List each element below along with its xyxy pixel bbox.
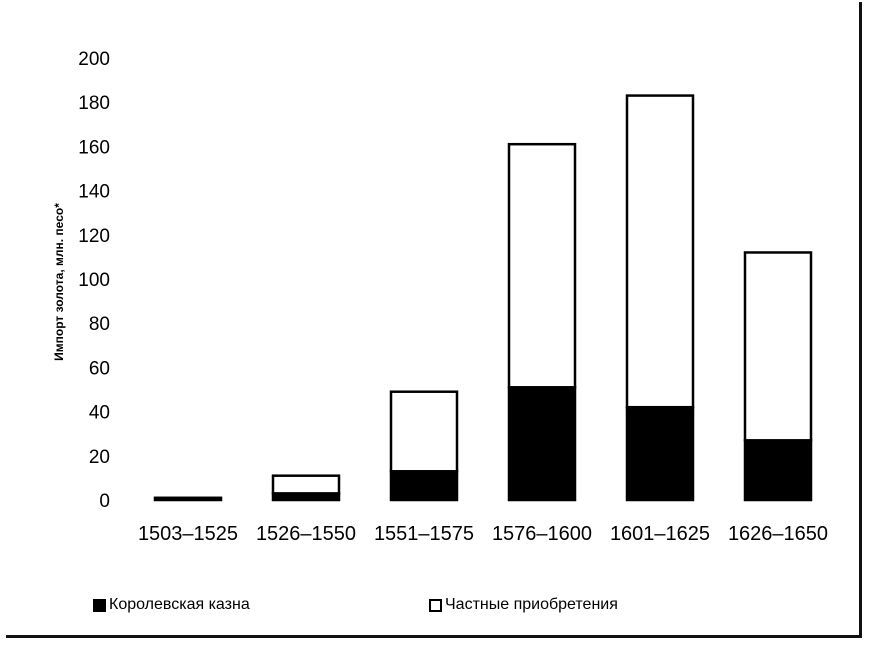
y-tick-label: 80 <box>89 314 110 335</box>
x-tick-label: 1601–1625 <box>610 523 710 545</box>
y-tick-label: 0 <box>99 491 110 512</box>
bar-royal <box>153 496 223 502</box>
bar-royal <box>507 386 577 502</box>
x-tick-label: 1626–1650 <box>728 523 828 545</box>
y-tick-label: 120 <box>78 226 110 247</box>
y-tick-label: 140 <box>78 182 110 203</box>
legend-item-royal: Королевская казна <box>93 596 250 614</box>
bar-private <box>743 251 813 442</box>
y-tick-label: 200 <box>78 49 110 70</box>
y-tick-label: 60 <box>89 358 110 379</box>
legend-label-private: Частные приобретения <box>445 596 618 613</box>
bar-private <box>625 94 695 409</box>
bar-private <box>389 390 459 473</box>
y-tick-label: 160 <box>78 137 110 158</box>
legend-item-private: Частные приобретения <box>429 596 618 614</box>
x-tick-label: 1576–1600 <box>492 523 592 545</box>
bar-private <box>507 142 577 389</box>
y-tick-label: 40 <box>89 403 110 424</box>
x-tick-label: 1526–1550 <box>256 523 356 545</box>
y-tick-label: 100 <box>78 270 110 291</box>
bar-royal <box>743 439 813 502</box>
legend-label-royal: Королевская казна <box>109 596 250 613</box>
x-tick-label: 1503–1525 <box>138 523 238 545</box>
y-tick-label: 180 <box>78 93 110 114</box>
bar-royal <box>625 405 695 502</box>
legend-swatch-royal <box>93 598 106 612</box>
x-tick-label: 1551–1575 <box>374 523 474 545</box>
chart-frame <box>6 2 862 638</box>
bar-private <box>271 474 341 495</box>
bar-royal <box>389 470 459 502</box>
legend-swatch-private <box>429 598 442 612</box>
bars <box>153 94 813 502</box>
y-tick-label: 20 <box>89 447 110 468</box>
y-axis-label: Импорт золота, млн. песо* <box>52 203 66 361</box>
x-axis: 1503–1525 1526–1550 1551–1575 1576–1600 1601… <box>138 523 828 545</box>
y-axis: 0 20 40 60 80 100 120 140 160 180 200 <box>78 49 110 512</box>
